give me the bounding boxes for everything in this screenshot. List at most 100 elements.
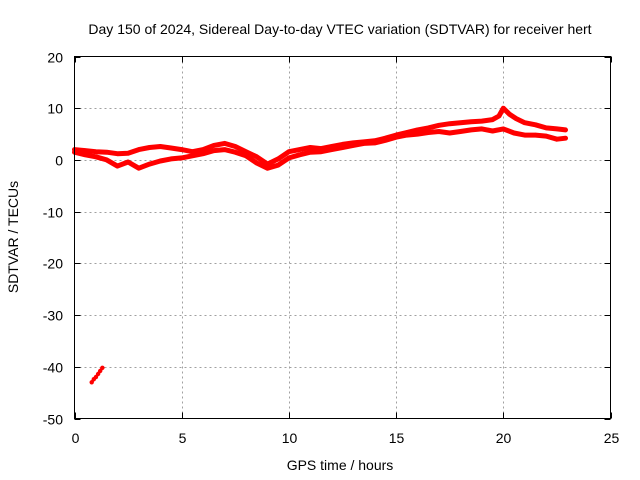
sdtvar-point [211,143,217,148]
sdtvar-point [501,106,506,111]
sdtvar-point [104,150,109,155]
sdtvar-point [458,129,463,134]
x-tick-label: 25 [604,430,620,446]
sdtvar-point [200,151,206,156]
chart-title: Day 150 of 2024, Sidereal Day-to-day VTE… [88,21,591,37]
sdtvar-point [222,147,227,152]
sdtvar-point [200,147,206,152]
axis-tick-labels: 0 5 10 15 20 25 -50 -40 -30 -20 -10 0 10 20 [43,50,620,447]
sdtvar-point [544,133,549,139]
y-tick-label: 0 [55,153,63,169]
sdtvar-point [522,132,527,138]
sdtvar-point [415,131,420,137]
sdtvar-point [233,144,238,149]
sdtvar-point [179,155,184,161]
sdtvar-point [308,145,313,150]
sdtvar-series-line-1 [72,105,568,167]
sdtvar-point [100,365,105,370]
sdtvar-point [179,147,184,152]
sdtvar-point [533,132,538,138]
sdtvar-point [254,160,259,166]
sdtvar-point [351,143,356,148]
sdtvar-point [511,130,517,136]
sdtvar-point [447,130,452,136]
sdtvar-point [276,156,281,162]
sdtvar-point [147,161,152,167]
sdtvar-point [533,122,538,128]
sdtvar-point [501,126,506,132]
plot-area [72,105,568,385]
sdtvar-point [361,141,367,146]
sdtvar-point [93,374,99,380]
sdtvar-point [308,150,313,155]
sdtvar-point [415,127,420,133]
sdtvar-point [254,154,259,159]
sdtvar-point [276,162,281,168]
sdtvar-point [93,149,99,154]
sdtvar-point [168,145,174,151]
sdtvar-point [563,127,568,133]
sdtvar-point [329,147,334,152]
tick-layer [74,56,612,420]
x-tick-label: 5 [179,430,187,446]
sdtvar-point [115,151,120,156]
sdtvar-point [436,123,442,128]
sdtvar-point [95,371,101,377]
sdtvar-point [468,119,474,124]
sdtvar-point [286,155,292,161]
sdtvar-point [522,120,527,125]
sdtvar-point [125,159,131,165]
sdtvar-point [496,113,502,119]
grid-layer [74,56,611,419]
y-tick-label: -30 [43,308,63,324]
sdtvar-point [190,153,195,158]
y-axis-title: SDTVAR / TECUs [5,181,21,293]
y-tick-label: -40 [43,360,63,376]
sdtvar-point [340,145,345,150]
sdtvar-point [211,148,217,153]
sdtvar-point [393,135,399,140]
sdtvar-point [468,127,474,133]
sdtvar-point [98,368,103,374]
sdtvar-point [563,136,568,141]
sdtvar-point [115,163,120,169]
x-tick-label: 10 [282,430,298,446]
x-tick-label: 0 [72,430,80,446]
sdtvar-point [554,126,560,132]
sdtvar-point [158,144,163,149]
sdtvar-point [222,141,227,146]
sdtvar-point [447,121,452,126]
sdtvar-point [83,148,88,153]
sdtvar-point [426,130,431,135]
y-tick-label: 10 [47,101,63,117]
x-axis-title: GPS time / hours [287,457,394,473]
sdtvar-point [297,152,302,157]
sdtvar-point [554,137,560,142]
y-tick-label: -20 [43,256,63,272]
sdtvar-point [147,145,152,150]
sdtvar-point [297,147,302,152]
sdtvar-point [286,149,292,154]
plot-frame [74,56,611,419]
sdtvar-point [436,129,442,134]
sdtvar-point [426,125,431,131]
sdtvar-point [136,166,141,171]
y-tick-label: -10 [43,205,63,221]
sdtvar-point [514,116,519,121]
sdtvar-point [158,158,163,164]
sdtvar-point [404,132,409,138]
sdtvar-point [490,128,495,134]
sdtvar-point [383,138,388,143]
sdtvar-point [544,125,549,131]
sdtvar-point [479,118,485,124]
x-tick-label: 20 [496,430,512,446]
y-tick-label: -50 [43,412,63,428]
sdtvar-point [93,154,99,159]
sdtvar-point [243,153,249,158]
sdtvar-point [83,152,88,157]
sdtvar-point [104,157,109,163]
sdtvar-point [233,150,238,155]
sdtvar-point [318,149,324,154]
sdtvar-point [479,126,485,132]
sdtvar-point [507,112,512,117]
